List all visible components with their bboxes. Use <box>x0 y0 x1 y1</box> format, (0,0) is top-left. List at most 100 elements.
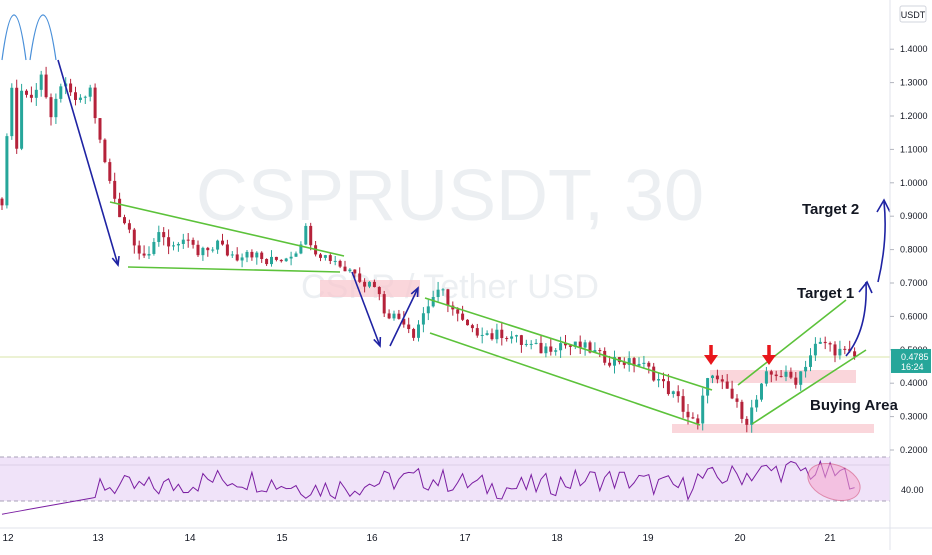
time-tick-label: 20 <box>734 533 746 544</box>
candle-body <box>172 245 175 247</box>
candle-body <box>598 350 602 352</box>
trend-arrowhead <box>111 255 120 267</box>
candle-body <box>627 358 631 365</box>
candle-body <box>206 247 210 251</box>
time-tick-label: 14 <box>184 533 196 544</box>
candle-body <box>181 239 185 244</box>
candle-body <box>666 381 670 395</box>
candle-body <box>583 342 587 348</box>
channel-upper-line <box>424 297 713 391</box>
price-tick-label: 0.8000 <box>900 245 928 255</box>
candle-body <box>201 247 205 256</box>
candle-body <box>74 92 77 100</box>
trend-arrow <box>877 201 886 283</box>
candle-body <box>573 341 577 347</box>
candle-body <box>838 348 842 356</box>
price-tick-label: 0.7000 <box>900 278 928 288</box>
candle-body <box>274 256 278 260</box>
time-tick-label: 13 <box>92 533 104 544</box>
candle-body <box>137 245 141 254</box>
candle-body <box>696 418 700 424</box>
red-arrow-icon <box>762 355 776 365</box>
candle-body <box>59 86 63 99</box>
candle-body <box>279 259 283 262</box>
candle-body <box>270 256 273 265</box>
candle-body <box>853 351 857 357</box>
candle-body <box>118 198 122 218</box>
candle-body <box>760 383 763 400</box>
currency-badge[interactable] <box>899 5 927 23</box>
buying-zone <box>672 424 874 433</box>
candle-body <box>142 253 146 256</box>
candle-body <box>755 399 759 408</box>
price-tick-label: 0.9000 <box>900 211 928 221</box>
arc-left <box>1 14 27 61</box>
candle-body <box>377 287 381 295</box>
candle-body <box>622 362 626 365</box>
trend-arrowhead <box>373 336 382 348</box>
price-tick-label: 0.2000 <box>900 445 928 455</box>
candle-body <box>686 411 690 418</box>
candle-body <box>490 333 494 340</box>
candle-body <box>789 371 793 378</box>
resistance-zone <box>320 280 420 297</box>
candle-body <box>750 407 754 425</box>
trend-arrowhead <box>876 198 891 213</box>
candle-body <box>500 329 504 339</box>
time-tick-label: 15 <box>276 533 288 544</box>
candle-body <box>147 253 151 256</box>
candle-body <box>818 341 822 344</box>
candle-body <box>642 362 646 364</box>
candle-body <box>319 254 322 258</box>
candle-body <box>88 87 92 97</box>
candle-body <box>662 379 665 382</box>
candle-body <box>515 335 518 337</box>
candle-body <box>510 336 514 339</box>
candle-body <box>412 329 416 338</box>
price-tick-label: 1.3000 <box>900 78 928 88</box>
candle-body <box>706 378 710 396</box>
candle-body <box>735 398 739 402</box>
buying-area-label: Buying Area <box>810 397 898 414</box>
candle-body <box>784 371 788 377</box>
candle-body <box>196 244 200 256</box>
candle-body <box>78 97 82 100</box>
candle-body <box>0 198 4 206</box>
candle-body <box>647 362 651 367</box>
candle-body <box>578 341 582 348</box>
candle-body <box>98 118 102 140</box>
rsi-tick-label: 40.00 <box>901 485 924 495</box>
candle-body <box>519 335 523 345</box>
candle-body <box>392 313 396 319</box>
candle-body <box>475 328 479 336</box>
candle-body <box>461 313 465 320</box>
candle-body <box>524 343 528 345</box>
candle-body <box>568 345 572 347</box>
time-axis: 12 13 14 15 16 17 18 19 20 21 <box>2 533 836 544</box>
trend-arrow <box>845 281 867 357</box>
candle-body <box>588 342 592 353</box>
candle-body <box>34 89 38 98</box>
candle-body <box>363 281 367 287</box>
candle-body <box>221 240 224 245</box>
candle-body <box>240 257 244 261</box>
candle-body <box>69 83 73 93</box>
candle-body <box>368 281 371 287</box>
candle-body <box>245 251 249 258</box>
trend-arrow <box>389 287 419 347</box>
time-tick-label: 18 <box>551 533 563 544</box>
time-tick-label: 12 <box>2 533 14 544</box>
candle-body <box>774 374 778 377</box>
arc-right <box>29 14 57 61</box>
candle-body <box>5 136 9 206</box>
candle-body <box>554 350 558 352</box>
channel-lower-line <box>127 266 341 273</box>
candle-body <box>372 281 376 288</box>
candle-body <box>559 343 563 351</box>
candle-body <box>441 289 445 291</box>
candle-body <box>544 346 548 354</box>
candle-body <box>539 342 543 354</box>
candle-body <box>265 258 269 265</box>
price-tick-label: 0.6000 <box>900 311 928 321</box>
channel-lower-line <box>429 332 701 426</box>
